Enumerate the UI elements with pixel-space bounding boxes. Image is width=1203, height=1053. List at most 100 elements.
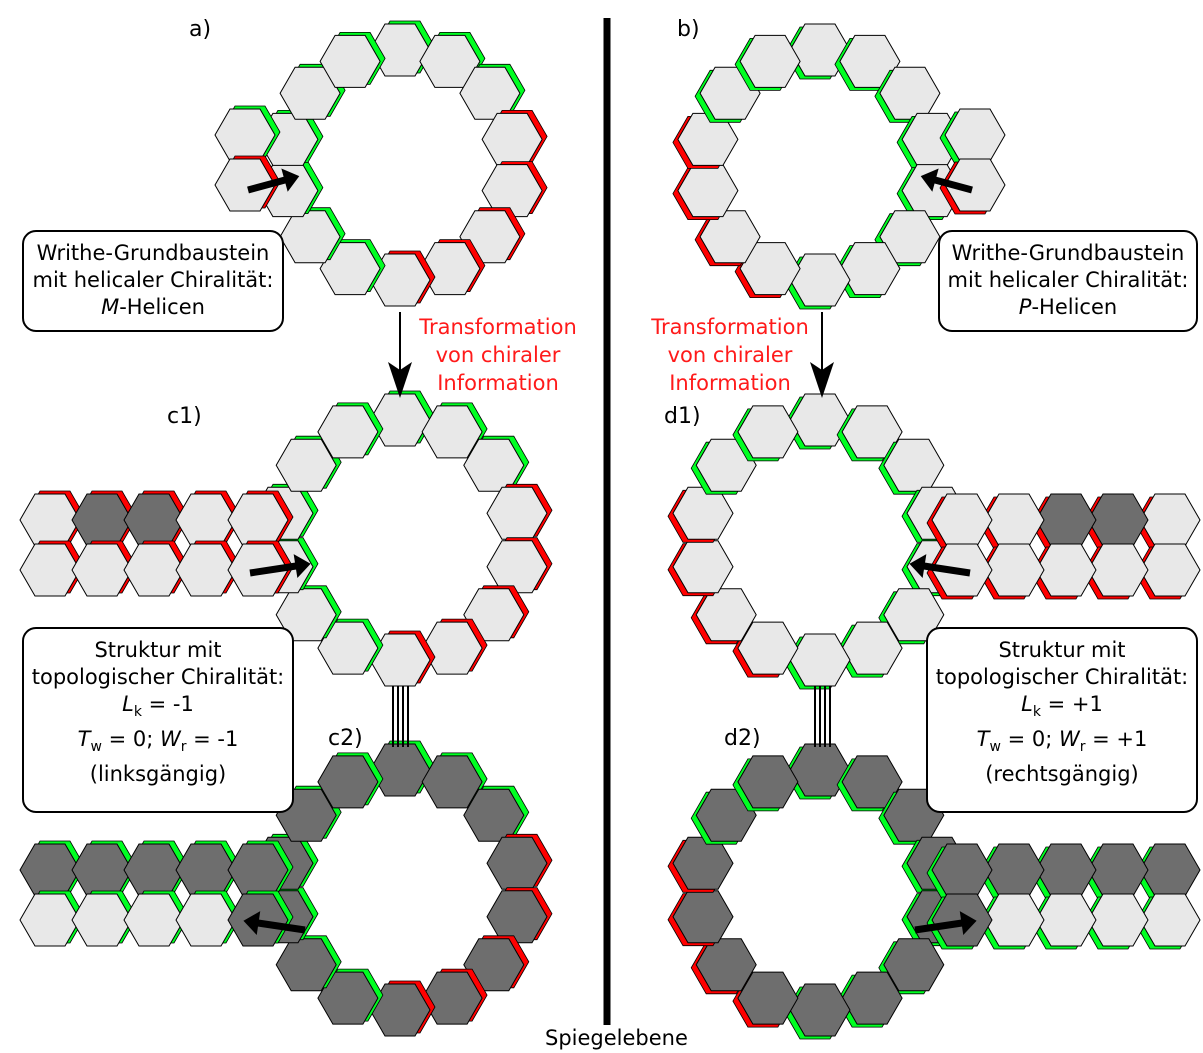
hexagon [319, 34, 381, 88]
direction-arrow [923, 562, 971, 577]
hexagon [672, 540, 734, 594]
box-c-line2: topologischer Chiralität: [31, 665, 285, 689]
box-a-line1: Writhe-Grundbaustein [36, 241, 270, 265]
hexagon [421, 405, 483, 459]
arrow-head [959, 911, 977, 935]
equivalence-bars-left [392, 686, 409, 747]
hexagon [486, 540, 548, 594]
helicene-ring-a [214, 20, 548, 307]
box-d-wr-sym: W [1058, 727, 1080, 752]
hexagon [699, 210, 761, 264]
box-c-lk-sub: k [133, 704, 142, 721]
box-d-wr-sub: r [1079, 739, 1086, 756]
box-c-twist-writhe: Tw = 0; Wr = -1 [28, 726, 288, 761]
structure-c2 [19, 740, 553, 1037]
transform-right-line3: Information [669, 371, 791, 395]
box-b-line1: Writhe-Grundbaustein [951, 241, 1185, 265]
hexagon [737, 755, 799, 809]
box-d-twist-writhe: Tw = 0; Wr = +1 [932, 726, 1192, 761]
transform-right-line2: von chiraler [667, 343, 793, 367]
box-d-tw-val: = 0; [1000, 727, 1059, 752]
box-d-lk-val: = +1 [1040, 692, 1103, 716]
equivalence-bars-right [814, 686, 831, 747]
arrow-head [281, 168, 300, 192]
box-a-sym: M [101, 295, 120, 319]
box-d-tw-sym: T [976, 727, 990, 752]
arrow-head [293, 554, 311, 578]
hexagon [879, 210, 941, 264]
hexagon [463, 588, 525, 642]
info-box-b: Writhe-Grundbaustein mit helicaler Chira… [938, 230, 1198, 332]
hexagon [486, 890, 548, 944]
hexagon [275, 438, 337, 492]
box-a-line3: M-Helicen [28, 294, 278, 321]
transform-text-left: Transformation von chiraler Information [408, 313, 588, 397]
box-d-line2: topologischer Chiralität: [935, 665, 1189, 689]
arrow-head [920, 168, 939, 192]
hexagon [317, 971, 379, 1025]
direction-arrow [257, 919, 306, 934]
hexagon [275, 588, 337, 642]
hexagon [214, 158, 276, 212]
box-c-wr-val: = -1 [186, 727, 239, 752]
box-b-sym: P [1018, 295, 1032, 319]
structure-d2 [667, 743, 1201, 1040]
hexagon [123, 543, 185, 597]
info-box-d: Struktur mit topologischer Chiralität: L… [926, 627, 1198, 813]
box-d-line1: Struktur mit [998, 638, 1126, 662]
box-c-lk-sym: L [122, 692, 134, 716]
arrow-head [909, 554, 927, 578]
helicene-ring-b [672, 23, 1006, 310]
structure-c1 [19, 390, 553, 687]
box-d-lk-sym: L [1021, 692, 1033, 716]
box-c-tw-val: = 0; [101, 727, 160, 752]
arrow-head [243, 911, 261, 935]
info-box-c: Struktur mit topologischer Chiralität: L… [22, 627, 294, 813]
hexagon [737, 621, 799, 675]
box-c-tw-sub: w [90, 739, 102, 756]
box-c-line1: Struktur mit [94, 638, 222, 662]
transform-arrow-right [810, 312, 834, 398]
box-d-tw-sub: w [989, 739, 1001, 756]
hexagon [883, 938, 945, 992]
box-c-tw-sym: T [77, 727, 91, 752]
direction-arrow [249, 562, 297, 577]
hexagon [481, 164, 543, 218]
box-c-wr-sub: r [180, 739, 187, 756]
label-d2: d2) [724, 726, 761, 751]
hexagon [175, 893, 237, 947]
direction-arrow [247, 176, 286, 194]
hexagon [672, 890, 734, 944]
hexagon [275, 938, 337, 992]
transform-left-line2: von chiraler [435, 343, 561, 367]
box-d-wr-val: = +1 [1085, 727, 1148, 752]
structure-d1 [667, 393, 1201, 690]
hexagon [317, 621, 379, 675]
label-b: b) [677, 17, 700, 42]
hexagon [739, 242, 801, 296]
box-b-rest: -Helicen [1031, 295, 1118, 319]
transform-left-line3: Information [437, 371, 559, 395]
box-c-line5: (linksgängig) [89, 762, 227, 787]
hexagon [421, 755, 483, 809]
label-d1: d1) [664, 404, 701, 429]
transform-text-right: Transformation von chiraler Information [640, 313, 820, 397]
box-d-linking-number: Lk = +1 [932, 691, 1192, 726]
box-a-line2: mit helicaler Chiralität: [32, 268, 274, 292]
box-d-lk-sub: k [1032, 704, 1041, 721]
mirror-plane-label: Spiegelebene [545, 1026, 688, 1050]
direction-arrow [914, 919, 963, 934]
hexagon [695, 588, 757, 642]
hexagon [19, 543, 81, 597]
info-box-a: Writhe-Grundbaustein mit helicaler Chira… [22, 230, 284, 332]
label-a: a) [189, 17, 212, 42]
hexagon [317, 405, 379, 459]
label-c1: c1) [167, 404, 202, 429]
hexagon [319, 242, 381, 296]
hexagon [19, 893, 81, 947]
box-d-line5: (rechtsgängig) [985, 762, 1139, 787]
box-c-lk-val: = -1 [141, 692, 194, 716]
label-c2: c2) [328, 726, 363, 751]
direction-arrow [934, 176, 973, 194]
